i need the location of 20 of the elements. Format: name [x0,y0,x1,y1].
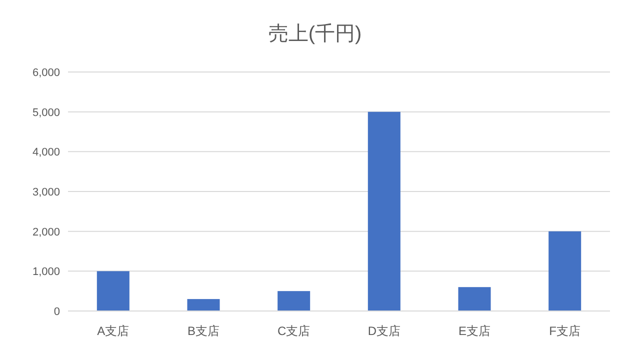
bar [368,112,400,311]
y-tick-label: 0 [54,306,60,318]
bar [96,271,130,311]
x-tick-label: C支店 [277,324,310,338]
y-tick-label: 5,000 [32,106,60,119]
x-tick-label: D支店 [368,324,401,338]
bar [187,299,220,311]
y-tick-label: 3,000 [32,186,60,198]
x-tick-label: E支店 [458,324,491,338]
x-tick-label: F支店 [549,324,581,338]
bar [278,291,310,311]
bar [458,287,491,311]
y-tick-label: 1,000 [32,266,60,278]
bar [548,231,582,311]
y-tick-label: 2,000 [32,226,60,238]
x-tick-label: A支店 [97,324,130,338]
y-tick-label: 4,000 [32,146,60,159]
y-tick-label: 6,000 [32,67,60,79]
x-tick-label: B支店 [187,324,220,338]
chart-title: 売上(千円) [268,23,362,45]
